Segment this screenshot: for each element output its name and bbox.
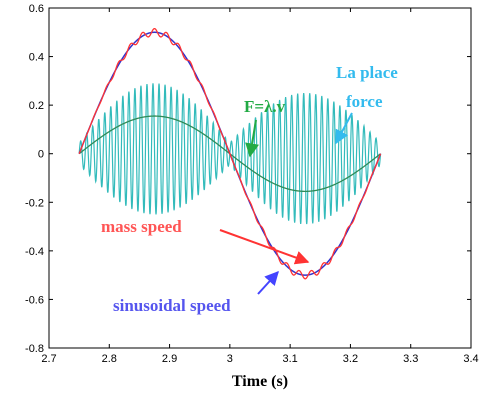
annotation-sinusoidal-speed: sinusoidal speed (113, 296, 231, 315)
y-tick-label: 0.6 (29, 3, 44, 15)
y-tick-label: -0.2 (25, 197, 44, 209)
x-tick-label: 3.1 (282, 353, 297, 365)
x-tick-label: 3 (227, 353, 233, 365)
x-tick-label: 3.2 (343, 353, 358, 365)
y-tick-label: 0.4 (29, 52, 44, 64)
x-tick-label: 2.9 (162, 353, 177, 365)
y-tick-label: 0.2 (29, 100, 44, 112)
x-axis-ticks: 2.7 2.8 2.9 3 3.1 3.2 3.3 3.4 (41, 8, 479, 365)
annotation-laplace-line2: force (346, 92, 383, 111)
y-axis-ticks: 0.6 0.4 0.2 0 -0.2 -0.4 -0.6 -0.8 (25, 3, 471, 355)
force-arrow (245, 119, 259, 158)
mass-speed-arrow (219, 229, 310, 265)
x-tick-label: 3.4 (463, 353, 478, 365)
x-tick-label: 3.3 (403, 353, 418, 365)
annotation-laplace-line1: La place (336, 63, 398, 82)
y-tick-label: -0.6 (25, 294, 44, 306)
y-tick-label: -0.4 (25, 246, 44, 258)
laplace-arrow (335, 112, 353, 145)
x-tick-label: 2.7 (41, 353, 56, 365)
series-group (78, 27, 382, 280)
annotation-force: F=λ.v (244, 97, 286, 116)
y-tick-label: -0.8 (25, 343, 44, 355)
x-tick-label: 2.8 (102, 353, 117, 365)
y-tick-label: 0 (38, 149, 44, 161)
sinusoidal-speed-arrow (257, 270, 279, 295)
x-axis-label: Time (s) (232, 373, 288, 390)
annotation-mass-speed: mass speed (101, 217, 182, 236)
series-line-mass (78, 27, 382, 280)
